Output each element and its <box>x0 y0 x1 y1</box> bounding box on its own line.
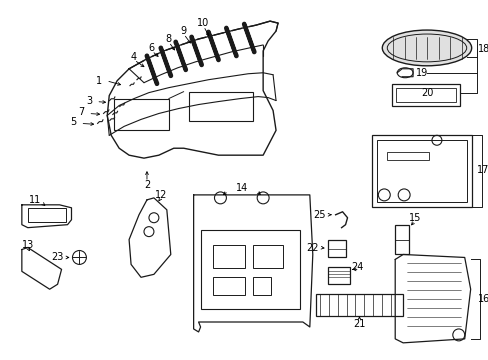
Bar <box>213 244 245 268</box>
Bar <box>200 230 299 309</box>
Text: 15: 15 <box>408 213 420 223</box>
Bar <box>253 277 270 295</box>
Bar <box>114 99 168 130</box>
Bar <box>386 152 428 160</box>
Text: 1: 1 <box>96 76 102 86</box>
Text: 20: 20 <box>420 87 432 98</box>
Text: 9: 9 <box>180 26 186 36</box>
Text: 10: 10 <box>197 18 209 28</box>
Text: 7: 7 <box>78 108 84 117</box>
Text: 14: 14 <box>236 183 248 193</box>
Text: 23: 23 <box>51 252 63 262</box>
Text: 13: 13 <box>21 239 34 249</box>
Bar <box>371 135 471 207</box>
Bar <box>253 244 283 268</box>
Text: 17: 17 <box>476 165 488 175</box>
Text: 25: 25 <box>313 210 325 220</box>
Bar <box>377 140 466 202</box>
Text: 18: 18 <box>476 44 488 54</box>
Text: 5: 5 <box>70 117 77 127</box>
Bar <box>327 239 345 257</box>
Text: 24: 24 <box>350 262 363 273</box>
Bar <box>395 87 455 102</box>
Bar <box>213 277 245 295</box>
Bar <box>315 294 402 316</box>
Bar <box>28 208 65 222</box>
Bar <box>394 225 408 255</box>
Text: 11: 11 <box>29 195 41 205</box>
Bar <box>391 84 459 105</box>
Text: 21: 21 <box>352 319 365 329</box>
Bar <box>327 267 349 284</box>
Text: 22: 22 <box>306 243 318 252</box>
Text: 4: 4 <box>131 52 137 62</box>
Text: 3: 3 <box>86 95 92 105</box>
Ellipse shape <box>382 30 471 66</box>
Text: 19: 19 <box>415 68 427 78</box>
Text: 16: 16 <box>476 294 488 304</box>
Text: 6: 6 <box>148 43 155 53</box>
Bar <box>188 92 253 121</box>
Text: 2: 2 <box>143 180 150 190</box>
Text: 12: 12 <box>154 190 167 200</box>
Text: 8: 8 <box>165 34 171 44</box>
